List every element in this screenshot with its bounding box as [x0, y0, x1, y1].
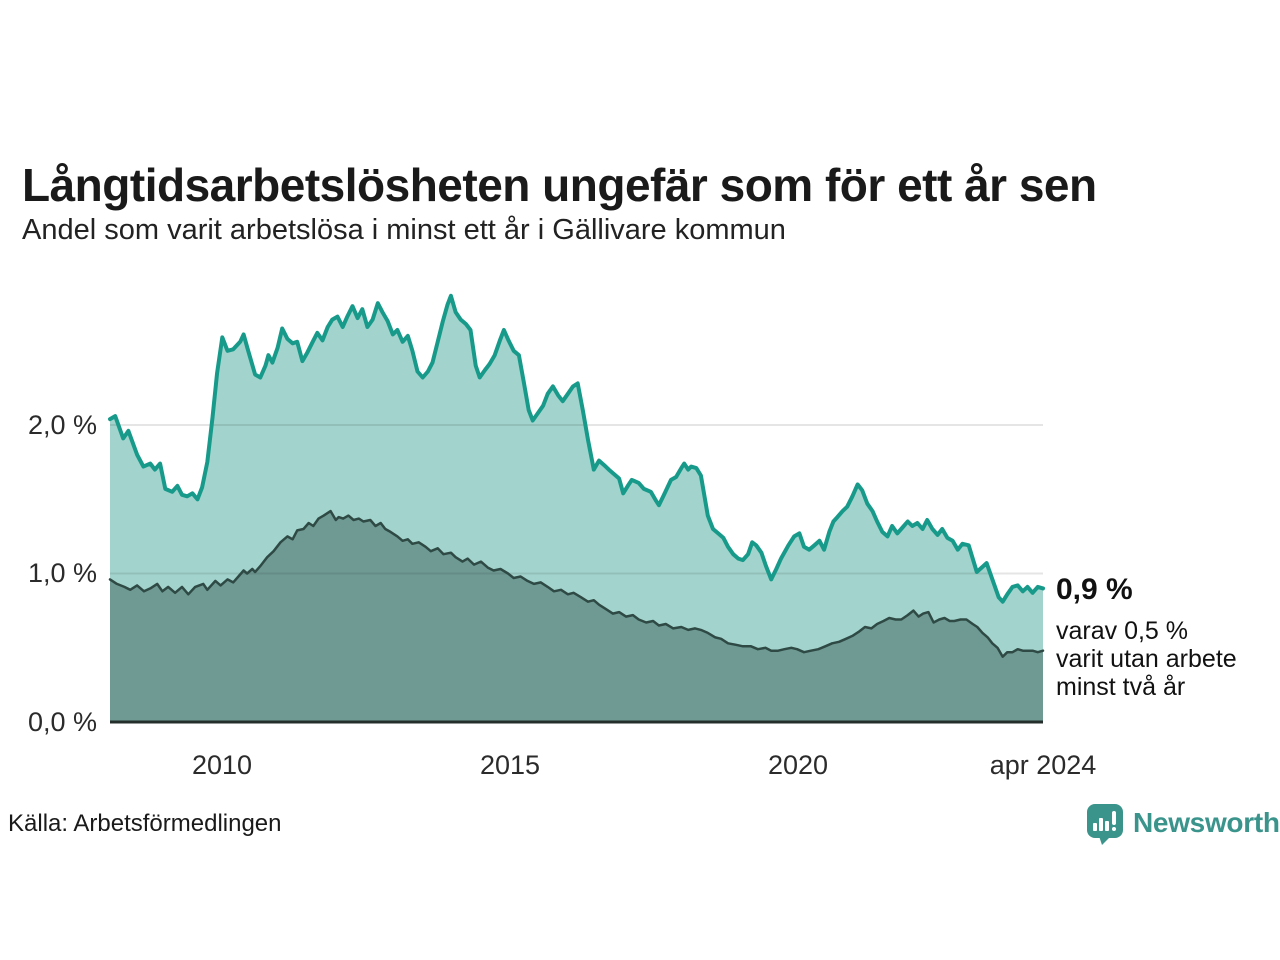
area-fill-2 — [110, 511, 1043, 722]
source-credit: Källa: Arbetsförmedlingen — [8, 810, 282, 837]
end-value-label: 0,9 % — [1056, 573, 1133, 606]
end-value-annotation: varav 0,5 % varit utan arbete minst två … — [1056, 617, 1237, 701]
annotation-line: varit utan arbete — [1056, 645, 1237, 673]
newsworthy-logo: Newsworthy — [1086, 803, 1280, 845]
y-axis-tick-label: 1,0 % — [27, 558, 97, 588]
x-axis-tick-label: apr 2024 — [989, 750, 1097, 780]
page-title: Långtidsarbetslösheten ungefär som för e… — [22, 158, 1097, 211]
chart-subtitle: Andel som varit arbetslösa i minst ett å… — [22, 214, 786, 246]
logo-wordmark: Newsworthy — [1133, 807, 1280, 838]
annotation-line: varav 0,5 % — [1056, 617, 1189, 645]
y-axis-tick-label: 0,0 % — [27, 707, 97, 737]
series-line-2 — [108, 509, 1045, 658]
series-line-1 — [108, 293, 1045, 604]
y-axis-tick-label: 2,0 % — [27, 410, 97, 440]
annotation-line: minst två år — [1056, 673, 1186, 701]
x-axis-tick-label: 2020 — [767, 750, 829, 780]
x-axis-tick-label: 2010 — [191, 750, 253, 780]
newsworthy-speech-bubble-chart-icon — [1087, 804, 1123, 845]
x-axis-tick-label: 2015 — [479, 750, 541, 780]
